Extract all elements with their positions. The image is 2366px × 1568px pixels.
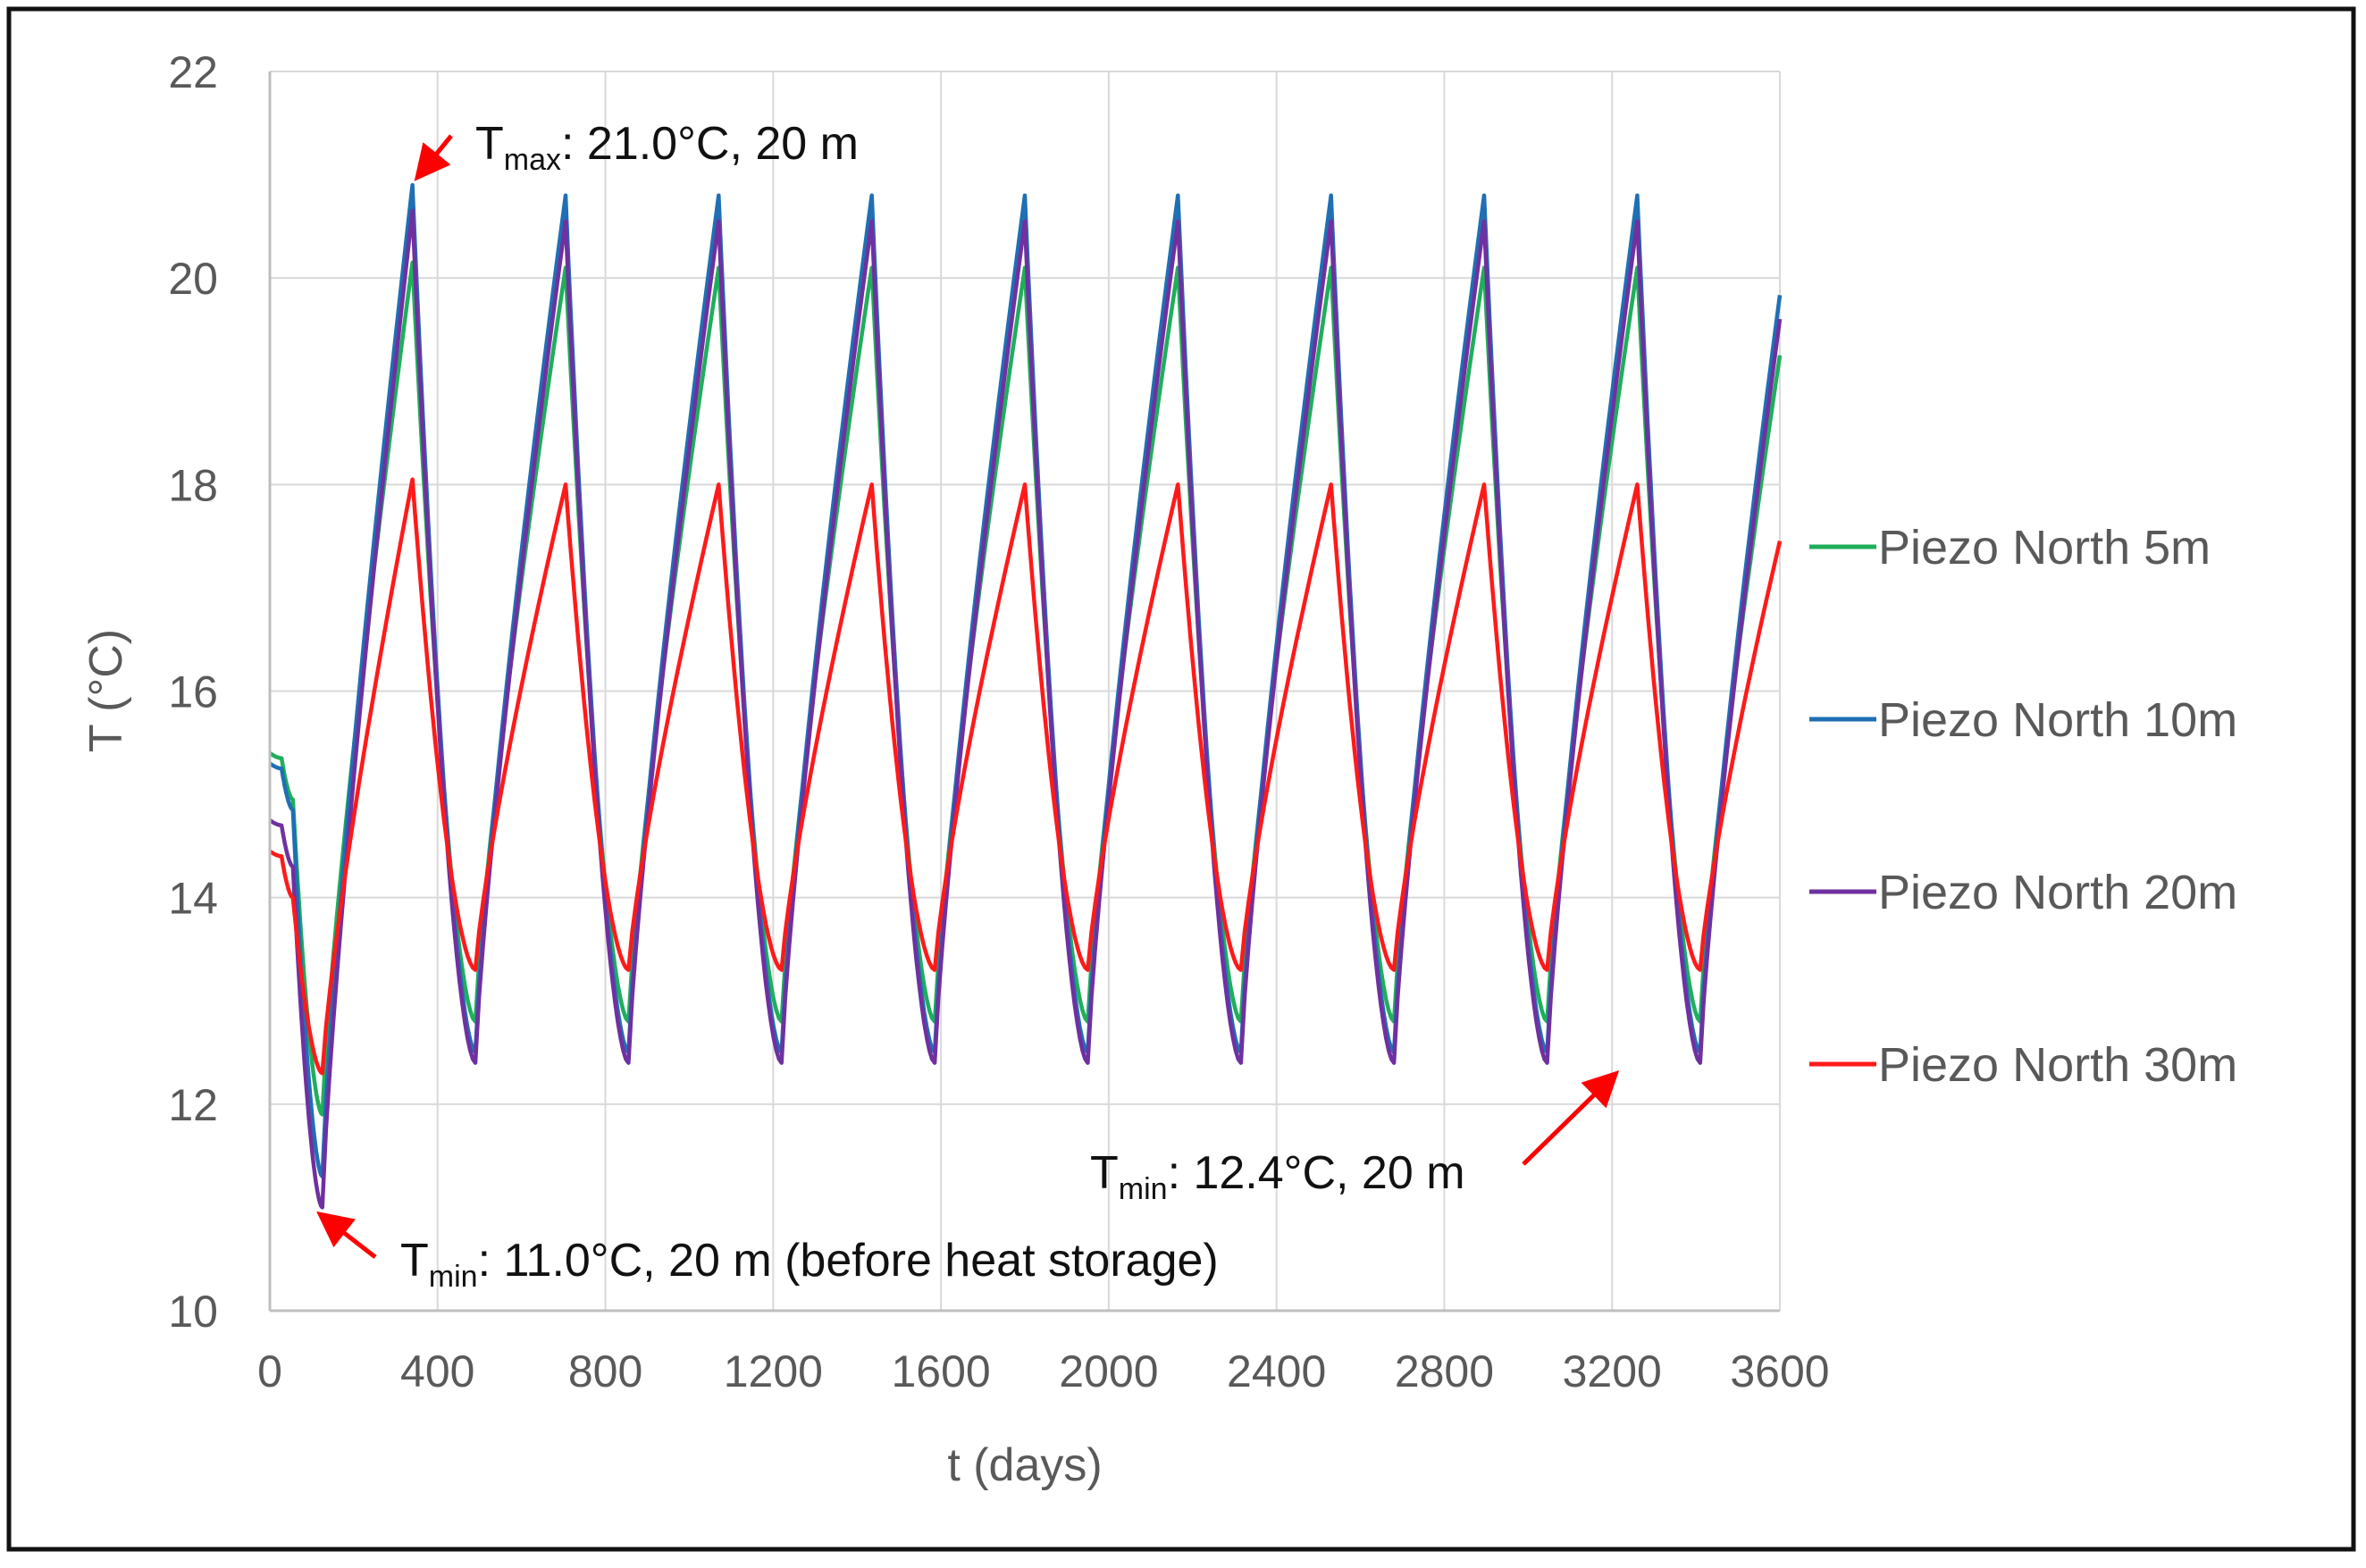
grid [270, 71, 1781, 1311]
x-tick-label: 400 [400, 1346, 474, 1396]
annotation-tmin2-sub: min [1119, 1172, 1168, 1206]
annotation-tmin2: Tmin: 12.4°C, 20 m [1090, 1147, 1465, 1206]
x-tick-label: 800 [568, 1346, 642, 1396]
annotation-tmin1-base: T [400, 1235, 429, 1287]
x-tick-label: 0 [257, 1346, 282, 1396]
annotation-tmin1-text: : 11.0°C, 20 m (before heat storage) [478, 1235, 1219, 1287]
x-tick-labels: 0 400 800 1200 1600 2000 2400 2800 3200 3600 [257, 1346, 1830, 1396]
y-tick-labels: 10 12 14 16 18 20 22 [168, 47, 218, 1337]
x-axis-label: t (days) [947, 1439, 1102, 1491]
x-tick-label: 1200 [724, 1346, 823, 1396]
legend-label-2: Piezo North 20m [1878, 866, 2237, 919]
annotation-tmax-text: : 21.0°C, 20 m [561, 118, 859, 170]
x-tick-label: 2000 [1059, 1346, 1158, 1396]
annotation-tmax: Tmax: 21.0°C, 20 m [475, 118, 859, 177]
y-tick-label: 10 [168, 1287, 218, 1337]
annotation-tmin2-base: T [1090, 1147, 1119, 1199]
y-tick-label: 12 [168, 1080, 218, 1130]
annotation-arrow-tmin1 [316, 1211, 377, 1259]
y-tick-label: 22 [168, 47, 218, 97]
x-tick-label: 1600 [891, 1346, 990, 1396]
series-line-2 [268, 208, 1783, 1210]
y-tick-label: 20 [168, 254, 218, 304]
legend-label-0: Piezo North 5m [1878, 521, 2211, 574]
x-tick-label: 2400 [1227, 1346, 1326, 1396]
x-tick-label: 3200 [1563, 1346, 1662, 1396]
annotation-tmax-sub: max [504, 143, 561, 177]
y-axis-label: T (°C) [80, 629, 132, 752]
annotation-tmin1: Tmin: 11.0°C, 20 m (before heat storage) [400, 1235, 1219, 1294]
series-lines [268, 182, 1783, 1210]
y-tick-label: 16 [168, 667, 218, 717]
legend-label-1: Piezo North 10m [1878, 693, 2237, 747]
x-tick-label: 3600 [1730, 1346, 1829, 1396]
y-tick-label: 18 [168, 460, 218, 510]
legend: Piezo North 5m Piezo North 10m Piezo North… [1809, 521, 2237, 1092]
series-line-3 [268, 477, 1783, 1076]
annotation-tmin2-text: : 12.4°C, 20 m [1168, 1147, 1465, 1199]
annotation-tmin1-sub: min [429, 1260, 478, 1294]
annotation-tmax-base: T [475, 118, 504, 170]
axes [268, 71, 1780, 1312]
x-tick-label: 2800 [1395, 1346, 1494, 1396]
annotation-arrow-tmin2 [1522, 1070, 1620, 1166]
y-tick-label: 14 [168, 874, 218, 924]
annotation-arrow-tmax [414, 134, 453, 181]
legend-label-3: Piezo North 30m [1878, 1038, 2237, 1092]
